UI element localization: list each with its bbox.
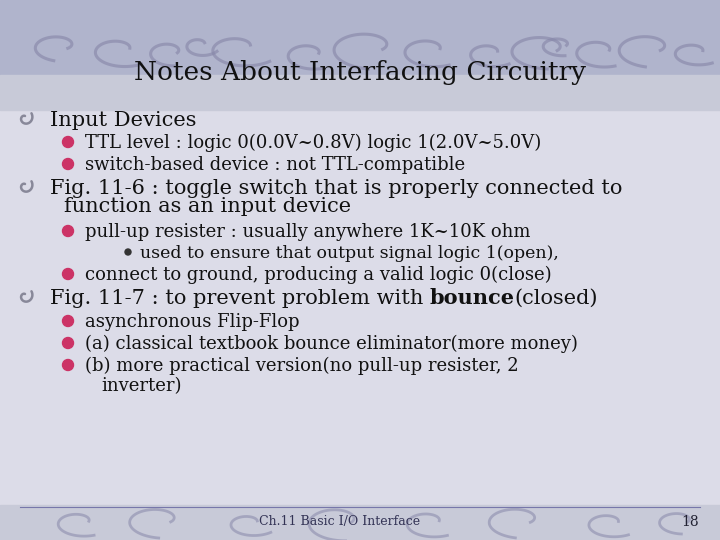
Text: Notes About Interfacing Circuitry: Notes About Interfacing Circuitry bbox=[134, 60, 586, 85]
Circle shape bbox=[63, 159, 73, 170]
Text: pull-up resister : usually anywhere 1K~10K ohm: pull-up resister : usually anywhere 1K~1… bbox=[85, 223, 531, 241]
Text: Fig. 11-6: Fig. 11-6 bbox=[50, 179, 145, 198]
Circle shape bbox=[63, 338, 73, 348]
Circle shape bbox=[63, 137, 73, 147]
Text: bounce: bounce bbox=[430, 288, 515, 308]
Circle shape bbox=[63, 360, 73, 370]
Circle shape bbox=[63, 226, 73, 237]
Text: 18: 18 bbox=[681, 515, 699, 529]
Text: asynchronous Flip-Flop: asynchronous Flip-Flop bbox=[85, 313, 300, 331]
Circle shape bbox=[63, 268, 73, 280]
Text: : to prevent problem with: : to prevent problem with bbox=[145, 288, 430, 307]
Text: switch-based device : not TTL-compatible: switch-based device : not TTL-compatible bbox=[85, 156, 465, 174]
Bar bbox=[0, 0, 720, 80]
Text: Input Devices: Input Devices bbox=[50, 111, 197, 130]
Bar bbox=[0, 505, 720, 540]
Circle shape bbox=[63, 315, 73, 327]
Text: connect to ground, producing a valid logic 0(close): connect to ground, producing a valid log… bbox=[85, 266, 552, 284]
Text: (a) classical textbook bounce eliminator(more money): (a) classical textbook bounce eliminator… bbox=[85, 335, 578, 353]
Text: function as an input device: function as an input device bbox=[64, 198, 351, 217]
Text: Fig. 11-7: Fig. 11-7 bbox=[50, 288, 145, 307]
Text: (closed): (closed) bbox=[515, 288, 598, 307]
Text: TTL level : logic 0(0.0V~0.8V) logic 1(2.0V~5.0V): TTL level : logic 0(0.0V~0.8V) logic 1(2… bbox=[85, 134, 541, 152]
Text: : toggle switch that is properly connected to: : toggle switch that is properly connect… bbox=[145, 179, 622, 198]
Circle shape bbox=[125, 249, 131, 255]
Text: inverter): inverter) bbox=[101, 377, 181, 395]
Text: used to ensure that output signal logic 1(open),: used to ensure that output signal logic … bbox=[140, 245, 559, 261]
Text: Ch.11 Basic I/O Interface: Ch.11 Basic I/O Interface bbox=[259, 516, 420, 529]
Bar bbox=[0, 75, 720, 110]
Text: (b) more practical version(no pull-up resister, 2: (b) more practical version(no pull-up re… bbox=[85, 357, 518, 375]
